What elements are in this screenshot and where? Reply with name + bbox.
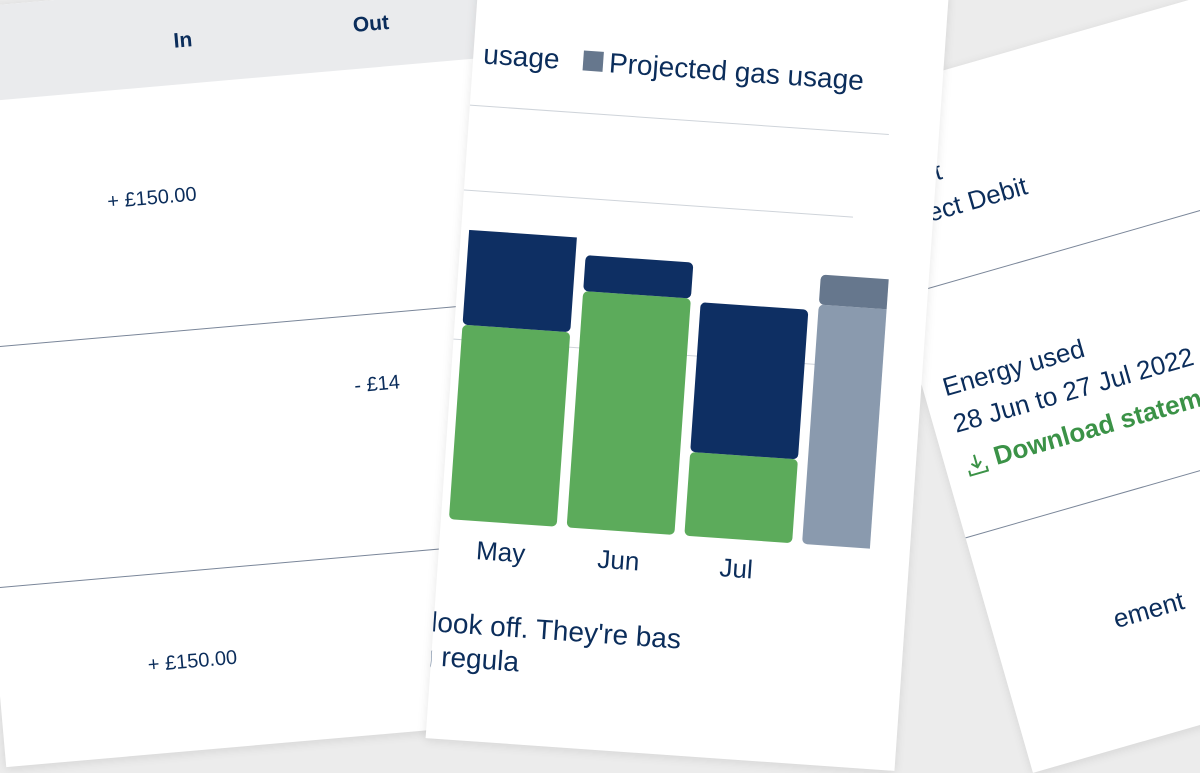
download-statement-link[interactable]: Download statement xyxy=(961,357,1200,486)
projected-bar-segment-gas xyxy=(819,274,891,312)
usage-bar-chart: AprMayJunJul xyxy=(425,220,891,584)
legend-item-partial: usage xyxy=(482,38,561,75)
legend-projected-label: Projected gas usage xyxy=(608,47,865,97)
bar-segment-navy-may xyxy=(462,220,578,332)
x-tick-label-jun: Jun xyxy=(597,544,641,577)
bar-segment-green-jun xyxy=(566,291,691,535)
bar-segment-green-may xyxy=(449,325,570,527)
usage-chart-card: usage Projected gas usage AprMayJunJul r… xyxy=(425,0,949,771)
bar-segment-navy-jul xyxy=(690,302,809,460)
x-tick-label-jul: Jul xyxy=(719,552,754,584)
legend-item-projected-gas: Projected gas usage xyxy=(582,45,865,97)
bar-segment-navy-jun xyxy=(583,255,694,299)
chart-gridline xyxy=(469,104,889,135)
statement-bottom-partial: ement xyxy=(1109,585,1188,635)
column-header-in: In xyxy=(172,28,194,53)
statement-panel: ment Direct Debit Energy used 28 Jun to … xyxy=(840,0,1200,773)
bar-segment-green-jul xyxy=(684,452,798,543)
projected-bar-segment-light xyxy=(802,304,891,552)
chart-gridline xyxy=(433,187,854,218)
x-tick-label-may: May xyxy=(475,535,526,568)
table-cell-in: + £150.00 xyxy=(146,646,239,677)
column-header-out: Out xyxy=(351,10,390,38)
download-icon xyxy=(968,454,990,477)
projected-gas-swatch xyxy=(582,50,604,72)
table-cell-in: + £150.00 xyxy=(106,183,198,214)
table-cell-out: - £14 xyxy=(353,371,401,398)
